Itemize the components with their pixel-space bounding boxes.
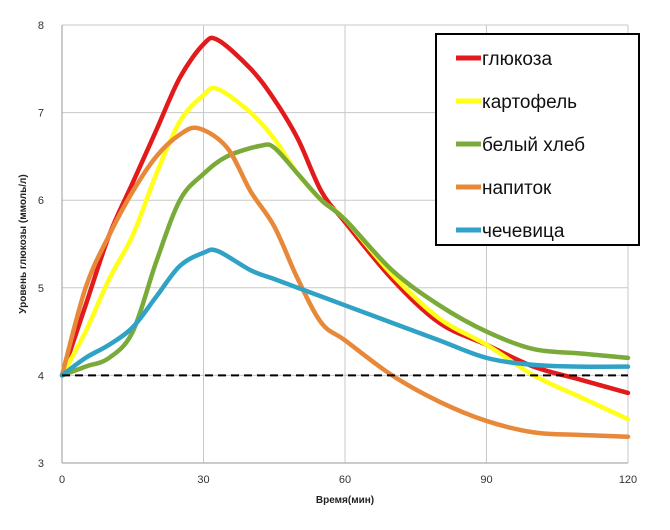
legend-label: глюкоза [482, 49, 552, 70]
legend-box [435, 33, 640, 246]
x-tick-label: 90 [480, 474, 492, 486]
y-tick-label: 6 [38, 195, 44, 207]
y-tick-label: 3 [38, 458, 44, 470]
legend-label: картофель [482, 92, 577, 113]
legend-label: белый хлеб [482, 135, 585, 156]
legend-label: напиток [482, 178, 552, 199]
series-line-белый-хлеб [59, 142, 631, 378]
y-tick-label: 4 [38, 370, 44, 382]
series-line-картофель [59, 85, 631, 422]
x-axis-label: Время(мин) [316, 495, 374, 506]
x-tick-label: 120 [619, 474, 637, 486]
x-tick-label: 60 [339, 474, 351, 486]
x-tick-label: 0 [59, 474, 65, 486]
series-lines [59, 35, 631, 439]
tick-labels: 0 30 60 90 120 3 4 5 6 7 8 [38, 20, 637, 486]
legend-label: чечевица [482, 221, 565, 242]
y-tick-label: 5 [38, 283, 44, 295]
series-line-чечевица [59, 247, 631, 378]
y-tick-label: 7 [38, 108, 44, 120]
y-axis-label: Уровень глюкозы (ммоль/л) [18, 174, 29, 313]
legend: глюкоза картофель белый хлеб напиток чечевиц… [435, 33, 640, 246]
y-tick-label: 8 [38, 20, 44, 32]
series-line-напиток [59, 125, 631, 439]
x-tick-label: 30 [197, 474, 209, 486]
